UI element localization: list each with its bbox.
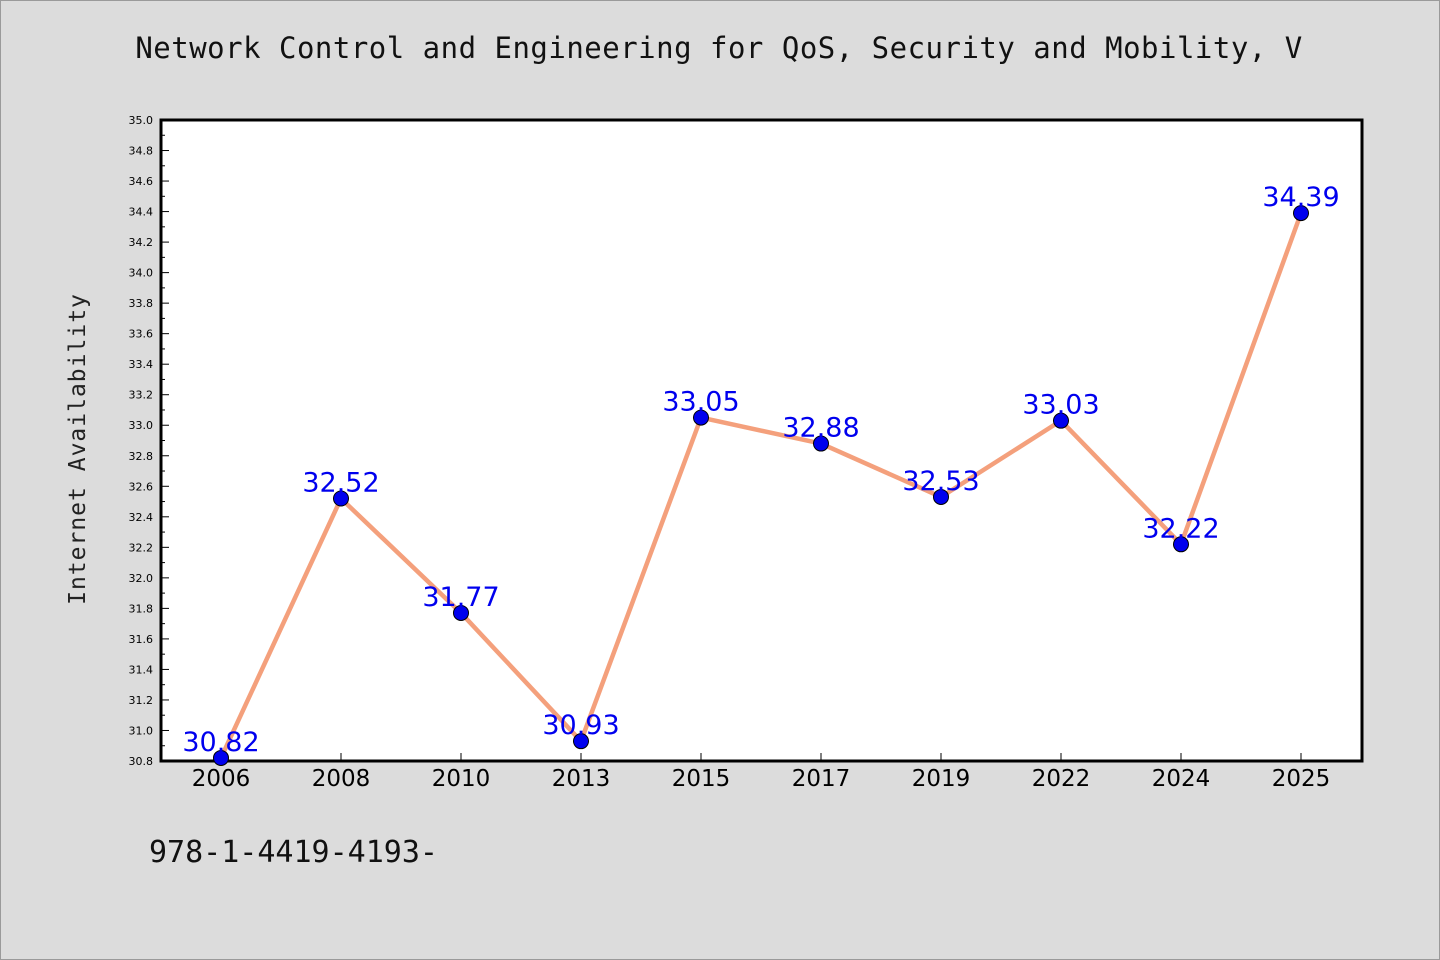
y-tick-label: 35.0	[129, 114, 154, 127]
data-labels: 30.82 32.52 31.77 30.93 33.05 32.88 32.53 33.03…	[182, 182, 1339, 758]
data-label: 30.82	[182, 727, 259, 758]
y-tick-label: 33.8	[129, 297, 154, 310]
data-label: 33.03	[1022, 390, 1099, 421]
data-label: 32.22	[1142, 513, 1219, 544]
y-tick-label: 32.2	[129, 541, 154, 554]
data-point	[813, 435, 829, 452]
y-tick-label: 33.2	[129, 389, 154, 402]
y-tick-label: 33.4	[129, 358, 154, 371]
data-label: 30.93	[542, 710, 619, 741]
y-tick-label: 32.4	[129, 511, 154, 524]
x-tick-label: 2025	[1272, 766, 1331, 792]
y-tick-label: 34.4	[129, 206, 154, 219]
y-tick-label: 34.6	[129, 175, 154, 188]
y-tick-label: 31.4	[129, 663, 154, 676]
data-point	[693, 409, 709, 426]
y-tick-label: 32.6	[129, 480, 154, 493]
x-tick-label: 2013	[552, 766, 611, 792]
series-group	[213, 205, 1309, 766]
data-point	[1173, 536, 1189, 553]
data-label: 34.39	[1262, 182, 1339, 213]
y-tick-label: 32.8	[129, 450, 154, 463]
data-label: 33.05	[662, 387, 739, 418]
data-point	[453, 604, 469, 621]
y-tick-label: 34.0	[129, 267, 154, 280]
y-tick-label: 31.6	[129, 633, 154, 646]
y-axis: 30.8 31.0 31.2 31.4 31.6 31.8 32.0 32.2 32.4 32.6…	[129, 114, 169, 768]
plot-area	[159, 118, 1364, 763]
y-tick-label: 33.0	[129, 419, 154, 432]
data-point	[213, 749, 229, 766]
data-point	[1293, 205, 1309, 222]
chart-title: Network Control and Engineering for QoS,…	[135, 31, 1303, 65]
footer-code: 978-1-4419-4193-	[149, 835, 438, 870]
y-tick-label: 34.2	[129, 236, 154, 249]
y-tick-label: 30.8	[129, 755, 154, 768]
y-tick-label: 31.0	[129, 724, 154, 737]
x-axis: 2006 2008 2010 2013 2015 2017 2019 2022 2024 2025	[192, 753, 1331, 792]
data-label: 32.88	[782, 413, 859, 444]
x-tick-label: 2008	[312, 766, 371, 792]
series-line	[218, 212, 1304, 759]
y-tick-label: 32.0	[129, 572, 154, 585]
x-tick-label: 2024	[1152, 766, 1211, 792]
x-tick-label: 2019	[912, 766, 971, 792]
y-tick-label: 31.8	[129, 602, 154, 615]
y-tick-label: 34.8	[129, 145, 154, 158]
x-tick-label: 2006	[192, 766, 251, 792]
x-tick-label: 2015	[672, 766, 731, 792]
x-tick-label: 2022	[1032, 766, 1091, 792]
data-label: 32.52	[302, 467, 379, 498]
data-point	[933, 488, 949, 505]
data-point	[333, 490, 349, 507]
y-tick-label: 33.6	[129, 328, 154, 341]
data-label: 31.77	[422, 582, 499, 613]
y-tick-label: 31.2	[129, 694, 154, 707]
x-tick-label: 2017	[792, 766, 851, 792]
data-label: 32.53	[902, 466, 979, 497]
data-point	[1053, 412, 1069, 429]
data-point	[573, 733, 589, 750]
x-tick-label: 2010	[432, 766, 491, 792]
